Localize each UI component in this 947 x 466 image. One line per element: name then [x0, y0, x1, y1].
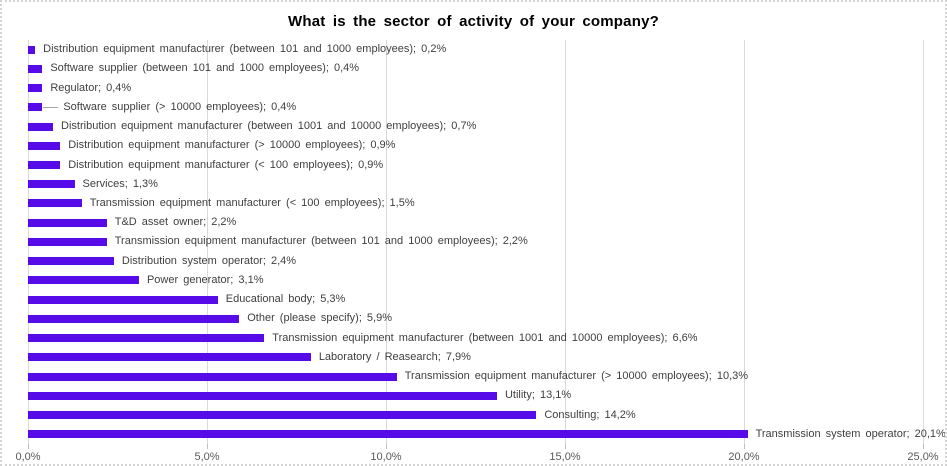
- bar-label: Other (please specify); 5,9%: [247, 312, 393, 325]
- x-axis-tick: [28, 444, 29, 449]
- bar: [28, 64, 43, 73]
- bar: [28, 314, 240, 323]
- bar-row: Laboratory / Reasearch; 7,9%: [28, 348, 923, 367]
- x-axis-tick: [207, 444, 208, 449]
- gridline: [565, 40, 566, 444]
- bar-row: Transmission system operator; 20,1%: [28, 425, 945, 444]
- bar-label: Distribution system operator; 2,4%: [121, 254, 297, 267]
- bar: [28, 353, 311, 362]
- x-axis-tick-label: 10,0%: [370, 451, 402, 463]
- bar: [28, 391, 497, 400]
- bar-row: Distribution equipment manufacturer (bet…: [28, 117, 923, 136]
- bar-label: T&D asset owner; 2,2%: [114, 216, 237, 229]
- bar-label: Distribution equipment manufacturer (> 1…: [68, 139, 396, 152]
- bar-row: Power generator; 3,1%: [28, 271, 923, 290]
- bar-label: Distribution equipment manufacturer (< 1…: [68, 158, 384, 171]
- bar-row: Educational body; 5,3%: [28, 290, 923, 309]
- bar: [28, 257, 114, 266]
- bar-label: Distribution equipment manufacturer (bet…: [61, 120, 477, 133]
- x-axis-tick: [923, 444, 924, 449]
- bar: [28, 237, 107, 246]
- gridline: [386, 40, 387, 444]
- bar-row: Software supplier (between 101 and 1000 …: [28, 59, 923, 78]
- x-axis-tick: [744, 444, 745, 449]
- bar-row: Transmission equipment manufacturer (bet…: [28, 329, 923, 348]
- plot-area: Distribution equipment manufacturer (bet…: [28, 40, 945, 444]
- bar: [28, 372, 397, 381]
- leader-line: [43, 106, 59, 108]
- bar-label: Transmission equipment manufacturer (> 1…: [404, 370, 749, 383]
- bar: [28, 103, 43, 112]
- bar-label: Distribution equipment manufacturer (bet…: [43, 43, 447, 56]
- bar: [28, 218, 107, 227]
- bar-row: Utility; 13,1%: [28, 386, 923, 405]
- bar-row: Transmission equipment manufacturer (> 1…: [28, 367, 923, 386]
- bar-row: Services; 1,3%: [28, 175, 923, 194]
- bar-row: Distribution equipment manufacturer (bet…: [28, 40, 923, 59]
- bar-rows-container: Distribution equipment manufacturer (bet…: [28, 40, 945, 444]
- bar-row: Distribution equipment manufacturer (> 1…: [28, 136, 923, 155]
- bar-label: Transmission equipment manufacturer (bet…: [114, 235, 528, 248]
- bar: [28, 295, 218, 304]
- bar-row: Consulting; 14,2%: [28, 405, 923, 424]
- bar: [28, 84, 43, 93]
- bar-row: T&D asset owner; 2,2%: [28, 213, 923, 232]
- gridline: [923, 40, 924, 444]
- bar: [28, 122, 54, 131]
- bar-label: Laboratory / Reasearch; 7,9%: [318, 350, 471, 363]
- bar-label: Transmission system operator; 20,1%: [755, 427, 946, 440]
- bar-label: Transmission equipment manufacturer (bet…: [272, 331, 698, 344]
- bar-label: Software supplier (between 101 and 1000 …: [50, 62, 360, 75]
- bar-label: Educational body; 5,3%: [225, 293, 346, 306]
- x-axis-tick: [565, 444, 566, 449]
- x-axis-tick-label: 25,0%: [907, 451, 939, 463]
- x-axis-tick-label: 20,0%: [728, 451, 760, 463]
- bar: [28, 180, 75, 189]
- bar-row: Distribution system operator; 2,4%: [28, 252, 923, 271]
- bar: [28, 430, 748, 439]
- bar: [28, 411, 537, 420]
- bar-row: Regulator; 0,4%: [28, 78, 923, 97]
- bar-row: Distribution equipment manufacturer (< 1…: [28, 155, 923, 174]
- bar: [28, 276, 139, 285]
- bar: [28, 334, 265, 343]
- bar-label: Utility; 13,1%: [504, 389, 572, 402]
- bar-label: Regulator; 0,4%: [50, 81, 132, 94]
- chart-title: What is the sector of activity of your c…: [288, 13, 659, 30]
- bar-row: Transmission equipment manufacturer (bet…: [28, 232, 923, 251]
- bar-label: Software supplier (> 10000 employees); 0…: [63, 100, 297, 113]
- bar-row: Software supplier (> 10000 employees); 0…: [28, 98, 923, 117]
- bar: [28, 199, 82, 208]
- bar-label: Services; 1,3%: [82, 177, 158, 190]
- bar-label: Power generator; 3,1%: [146, 273, 264, 286]
- bar-label: Consulting; 14,2%: [544, 408, 636, 421]
- bar: [28, 141, 61, 150]
- bar-row: Transmission equipment manufacturer (< 1…: [28, 194, 923, 213]
- bar-label: Transmission equipment manufacturer (< 1…: [89, 196, 415, 209]
- x-axis-tick-label: 5,0%: [194, 451, 220, 463]
- x-axis-tick-label: 0,0%: [15, 451, 41, 463]
- bar: [28, 45, 36, 54]
- bar: [28, 161, 61, 170]
- x-axis-tick-label: 15,0%: [549, 451, 581, 463]
- x-axis-tick: [386, 444, 387, 449]
- bar-row: Other (please specify); 5,9%: [28, 309, 923, 328]
- gridline: [744, 40, 745, 444]
- gridline: [207, 40, 208, 444]
